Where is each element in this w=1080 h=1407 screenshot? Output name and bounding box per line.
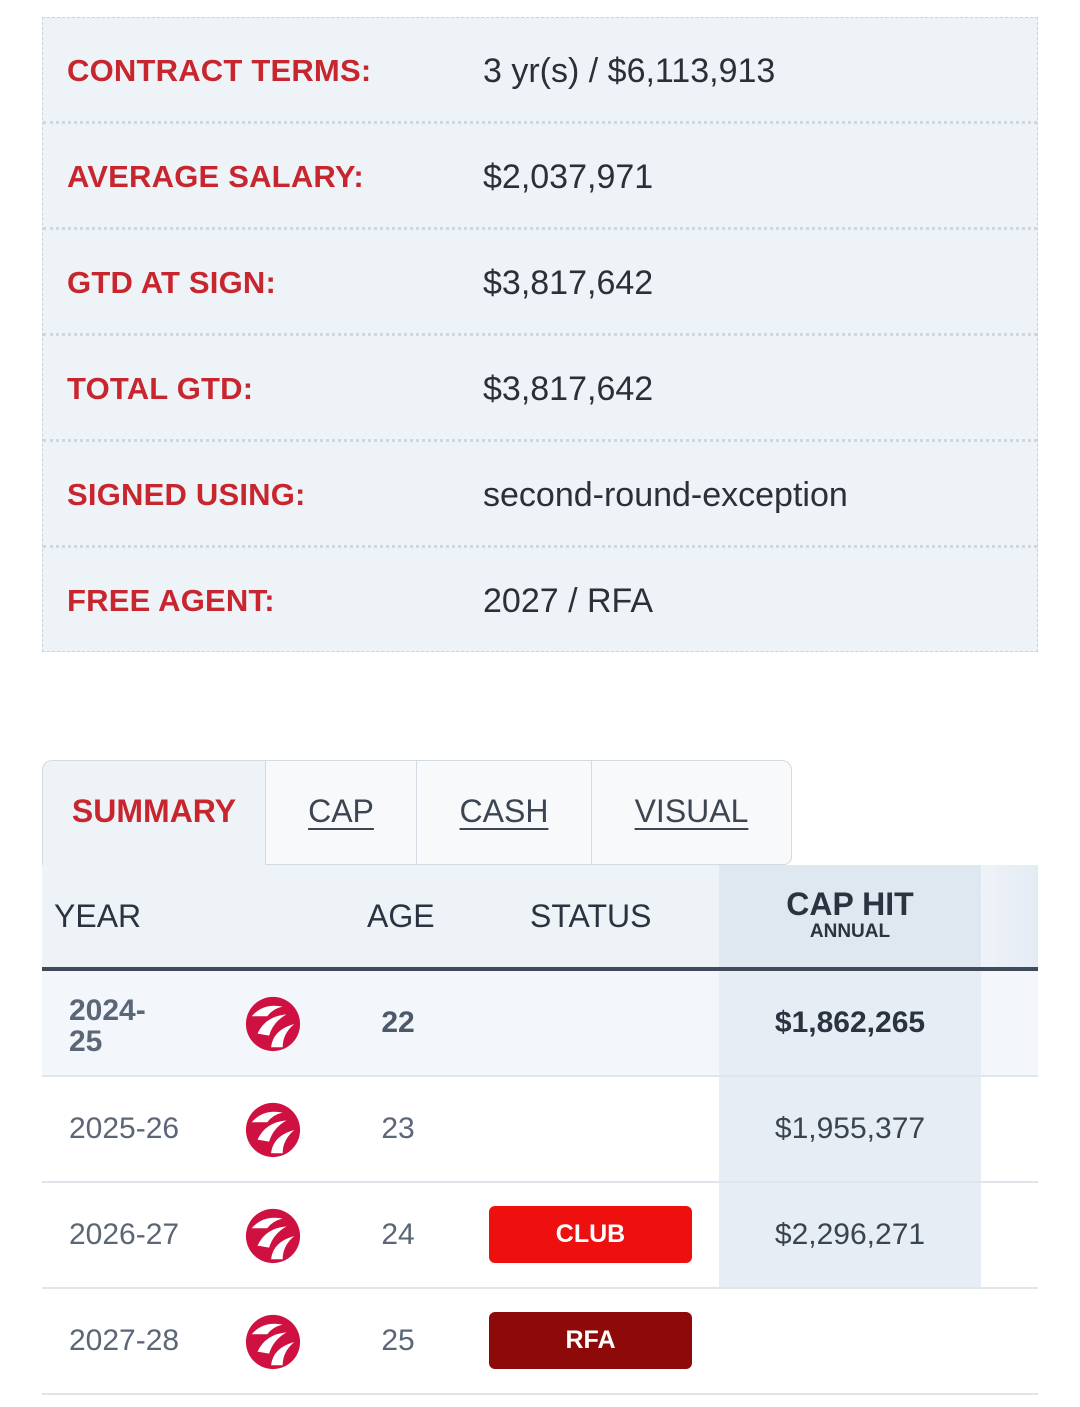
total-gtd-label: TOTAL GTD: xyxy=(67,371,254,406)
table-row: 2025-26 23 $1,955,377 xyxy=(42,1077,1038,1183)
year-cell: 2026-27 xyxy=(69,1218,180,1251)
year-cell: 2027-28 xyxy=(69,1324,180,1357)
scroll-edge-shadow xyxy=(981,865,1038,967)
average-salary-value: $2,037,971 xyxy=(483,158,654,196)
year-cell: 2025-26 xyxy=(69,1112,180,1145)
tab-summary-label: SUMMARY xyxy=(71,793,237,829)
gtd-at-sign-label: GTD AT SIGN: xyxy=(67,265,277,300)
average-salary-label: AVERAGE SALARY: xyxy=(67,159,364,194)
cap-hit-header-label: CAP HIT xyxy=(786,886,914,922)
gtd-at-sign-value: $3,817,642 xyxy=(483,264,654,302)
detail-row-average-salary: AVERAGE SALARY: $2,037,971 xyxy=(43,124,1037,230)
age-cell: 23 xyxy=(381,1112,415,1145)
club-option-badge[interactable]: CLUB xyxy=(489,1206,692,1263)
contract-terms-label: CONTRACT TERMS: xyxy=(67,53,372,88)
raptors-logo-icon xyxy=(245,1314,301,1370)
free-agent-value: 2027 / RFA xyxy=(483,582,654,620)
detail-row-contract-terms: CONTRACT TERMS: 3 yr(s) / $6,113,913 xyxy=(43,18,1037,124)
cap-hit-cell-bg xyxy=(719,971,981,1075)
raptors-logo-icon xyxy=(245,1208,301,1264)
table-header: YEAR AGE STATUS CAP HIT ANNUAL xyxy=(42,865,1038,971)
rfa-status-badge[interactable]: RFA xyxy=(489,1312,692,1369)
table-row: 2026-27 24 CLUB $2,296,271 xyxy=(42,1183,1038,1289)
status-column-header[interactable]: STATUS xyxy=(530,898,652,934)
age-cell: 25 xyxy=(381,1324,415,1357)
signed-using-value: second-round-exception xyxy=(483,476,848,514)
age-cell: 24 xyxy=(381,1218,415,1251)
cap-hit-header-sublabel: ANNUAL xyxy=(809,921,891,942)
detail-row-free-agent: FREE AGENT: 2027 / RFA xyxy=(43,548,1037,654)
detail-row-gtd-at-sign: GTD AT SIGN: $3,817,642 xyxy=(43,230,1037,336)
age-column-header[interactable]: AGE xyxy=(367,898,435,934)
tab-summary[interactable]: SUMMARY xyxy=(42,760,266,865)
total-gtd-value: $3,817,642 xyxy=(483,370,654,408)
cap-hit-cell: $1,862,265 xyxy=(774,1006,926,1039)
cap-hit-cell-bg xyxy=(719,1077,981,1181)
cap-hit-cell: $2,296,271 xyxy=(774,1218,926,1251)
table-row: 2027-28 25 RFA xyxy=(42,1289,1038,1395)
detail-row-total-gtd: TOTAL GTD: $3,817,642 xyxy=(43,336,1037,442)
tab-cash-label: CASH xyxy=(459,793,549,829)
cap-hit-cell: $1,955,377 xyxy=(774,1112,926,1145)
cap-hit-cell-bg xyxy=(719,1183,981,1287)
table-row: 2024- 25 22 $1,862,265 xyxy=(42,971,1038,1077)
detail-row-signed-using: SIGNED USING: second-round-exception xyxy=(43,442,1037,548)
raptors-logo-icon xyxy=(245,996,301,1052)
tab-visual[interactable]: VISUAL xyxy=(592,760,792,865)
cap-hit-column-header[interactable]: CAP HIT ANNUAL xyxy=(719,865,981,967)
age-cell: 22 xyxy=(381,1006,415,1039)
year-column-header[interactable]: YEAR xyxy=(54,898,142,934)
tab-cash[interactable]: CASH xyxy=(417,760,592,865)
free-agent-label: FREE AGENT: xyxy=(67,583,275,618)
cap-hit-cell xyxy=(719,1289,981,1393)
tab-cap-label: CAP xyxy=(308,793,374,829)
contract-summary-table: YEAR AGE STATUS CAP HIT ANNUAL 2024- 25 … xyxy=(42,865,1038,1395)
contract-terms-value: 3 yr(s) / $6,113,913 xyxy=(483,52,776,90)
signed-using-label: SIGNED USING: xyxy=(67,477,306,512)
raptors-logo-icon xyxy=(245,1102,301,1158)
tab-cap[interactable]: CAP xyxy=(266,760,417,865)
tab-visual-label: VISUAL xyxy=(634,793,749,829)
contract-details-panel: CONTRACT TERMS: 3 yr(s) / $6,113,913 AVE… xyxy=(42,17,1038,652)
contract-view-tabs: SUMMARY CAP CASH VISUAL xyxy=(42,760,792,865)
year-cell: 2024- 25 xyxy=(69,994,146,1058)
